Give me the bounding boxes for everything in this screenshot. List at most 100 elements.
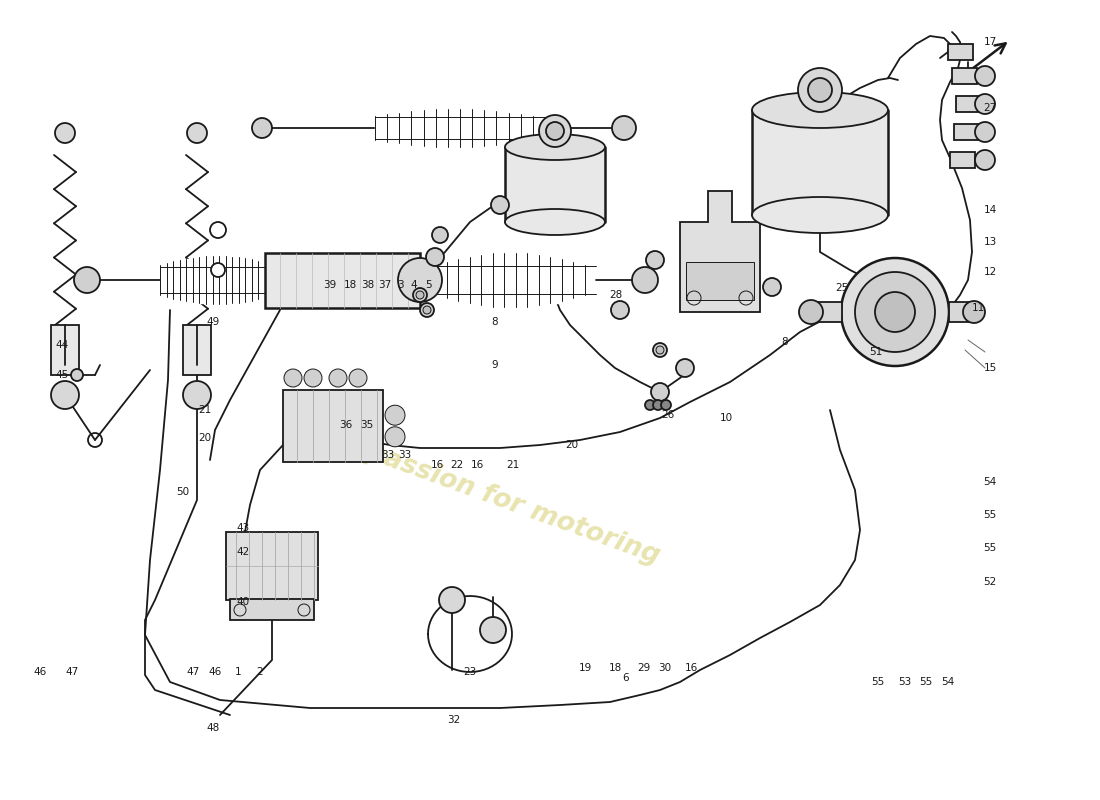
Ellipse shape — [505, 134, 605, 160]
Text: 55: 55 — [983, 543, 997, 553]
Polygon shape — [387, 114, 399, 142]
Polygon shape — [179, 260, 186, 300]
Circle shape — [799, 300, 823, 324]
Polygon shape — [252, 259, 258, 301]
Text: 51: 51 — [869, 347, 882, 357]
Bar — [505, 147, 605, 222]
Circle shape — [975, 150, 996, 170]
Polygon shape — [166, 263, 173, 297]
Circle shape — [975, 66, 996, 86]
Polygon shape — [399, 113, 411, 143]
Text: 42: 42 — [236, 547, 250, 557]
Circle shape — [610, 301, 629, 319]
Circle shape — [808, 78, 832, 102]
Polygon shape — [375, 116, 387, 140]
Polygon shape — [680, 190, 760, 312]
Circle shape — [74, 267, 100, 293]
Text: 48: 48 — [207, 723, 220, 733]
Circle shape — [432, 227, 448, 243]
Polygon shape — [516, 253, 527, 307]
Bar — [954, 124, 979, 140]
Circle shape — [385, 405, 405, 426]
Text: 8: 8 — [492, 317, 498, 327]
Polygon shape — [434, 265, 447, 295]
Circle shape — [398, 258, 442, 302]
Text: 39: 39 — [323, 280, 337, 290]
Text: 16: 16 — [430, 460, 443, 470]
Text: 33: 33 — [382, 450, 395, 460]
Polygon shape — [258, 261, 265, 299]
Polygon shape — [493, 254, 504, 306]
Text: 45: 45 — [55, 370, 68, 380]
Circle shape — [612, 116, 636, 140]
Polygon shape — [226, 256, 232, 304]
Text: 20: 20 — [565, 440, 579, 450]
Bar — [265, 253, 420, 307]
Text: 18: 18 — [343, 280, 356, 290]
Text: 16: 16 — [684, 663, 697, 673]
Bar — [949, 302, 971, 322]
Text: 37: 37 — [378, 280, 392, 290]
Circle shape — [211, 263, 226, 277]
Polygon shape — [520, 114, 532, 142]
Text: 4: 4 — [410, 280, 417, 290]
Text: 38: 38 — [362, 280, 375, 290]
Polygon shape — [199, 257, 206, 303]
Circle shape — [424, 306, 431, 314]
Polygon shape — [484, 110, 496, 146]
Polygon shape — [539, 254, 550, 306]
Polygon shape — [508, 113, 520, 143]
Circle shape — [416, 291, 424, 299]
Polygon shape — [458, 259, 470, 301]
Text: 2: 2 — [256, 667, 263, 677]
Bar — [752, 110, 888, 215]
Bar — [226, 532, 318, 600]
Circle shape — [420, 303, 434, 317]
Text: 17: 17 — [983, 37, 997, 47]
Text: 35: 35 — [361, 420, 374, 430]
Text: 47: 47 — [186, 667, 199, 677]
Polygon shape — [584, 265, 596, 295]
Polygon shape — [219, 256, 225, 304]
Text: 52: 52 — [983, 577, 997, 587]
Polygon shape — [232, 257, 239, 303]
Circle shape — [426, 248, 444, 266]
Text: 3: 3 — [397, 280, 404, 290]
Bar — [950, 152, 975, 168]
Text: 44: 44 — [55, 340, 68, 350]
Circle shape — [304, 369, 322, 387]
Circle shape — [385, 426, 405, 446]
Polygon shape — [448, 109, 460, 147]
Circle shape — [763, 278, 781, 296]
Circle shape — [412, 288, 427, 302]
Text: 12: 12 — [983, 267, 997, 277]
Ellipse shape — [505, 209, 605, 235]
Circle shape — [439, 587, 465, 613]
Text: 13: 13 — [983, 237, 997, 247]
Text: 1: 1 — [234, 667, 241, 677]
Circle shape — [632, 267, 658, 293]
Circle shape — [975, 122, 996, 142]
Text: 11: 11 — [971, 303, 984, 313]
Text: 8: 8 — [782, 337, 789, 347]
Circle shape — [653, 400, 663, 410]
Polygon shape — [550, 257, 561, 303]
Polygon shape — [411, 111, 424, 145]
Circle shape — [55, 123, 75, 143]
Polygon shape — [504, 253, 516, 307]
Polygon shape — [470, 257, 481, 303]
Text: 36: 36 — [340, 420, 353, 430]
Ellipse shape — [752, 197, 888, 233]
Polygon shape — [447, 262, 458, 298]
Circle shape — [546, 122, 564, 140]
Text: 21: 21 — [198, 405, 211, 415]
Text: 22: 22 — [450, 460, 463, 470]
Text: 27: 27 — [983, 103, 997, 113]
Bar — [956, 96, 981, 112]
Circle shape — [656, 346, 664, 354]
Circle shape — [187, 123, 207, 143]
Text: 49: 49 — [207, 317, 220, 327]
Text: 16: 16 — [471, 460, 484, 470]
Circle shape — [962, 301, 984, 323]
Circle shape — [661, 400, 671, 410]
